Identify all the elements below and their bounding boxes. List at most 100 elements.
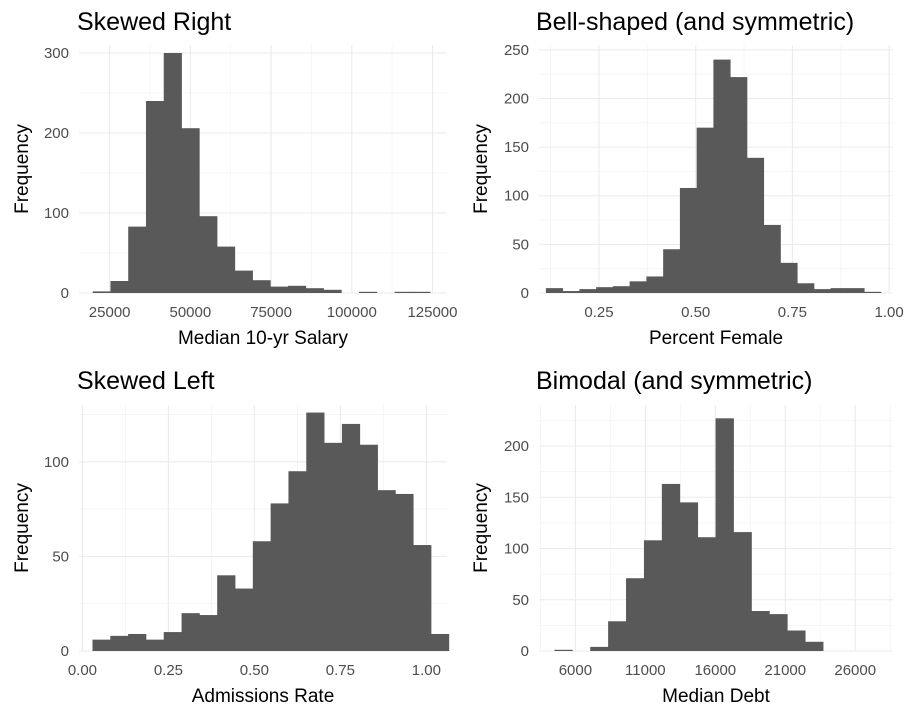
histogram-bar (612, 286, 631, 293)
chart-panel-2: 0.25 0.50 0.75 1.00 0 50 100 150 200 250 Bell-shap… (471, 8, 904, 349)
x-tick-label: 1.00 (412, 662, 441, 679)
histogram-bar (679, 502, 699, 651)
histogram-bar (359, 444, 378, 651)
y-tick-label: 50 (52, 548, 69, 565)
y-tick-label: 200 (504, 438, 529, 455)
histogram-bar (787, 630, 806, 651)
histogram-bar (234, 270, 253, 293)
histogram-bar (270, 503, 289, 651)
histogram-bar (110, 635, 129, 651)
y-axis-title: Frequency (12, 483, 33, 573)
x-tick-label: 0.25 (154, 662, 183, 679)
histogram-bar (730, 77, 748, 293)
x-tick-label: 26000 (834, 662, 876, 679)
histogram-bar (181, 613, 200, 651)
x-tick-label: 100000 (327, 304, 377, 321)
y-tick-label: 0 (521, 285, 529, 302)
y-tick-label: 200 (44, 125, 69, 142)
y-tick-label: 0 (61, 643, 69, 660)
histogram-bar (847, 288, 865, 293)
histogram-bar (746, 157, 765, 293)
histogram-bar (608, 621, 627, 651)
histogram-bar (713, 59, 731, 294)
y-tick-label: 0 (521, 643, 529, 660)
histogram-bar (661, 483, 681, 651)
x-tick-label: 16000 (694, 662, 736, 679)
histogram-bar (733, 532, 752, 651)
histogram-bar (92, 639, 111, 651)
histogram-bar (394, 291, 413, 293)
y-axis-title: Frequency (12, 124, 33, 214)
histogram-bar (590, 646, 609, 651)
histogram-bar (377, 490, 396, 651)
x-tick-label: 11000 (625, 662, 666, 679)
y-tick-label: 100 (504, 188, 529, 205)
x-tick-label: 0.25 (584, 304, 613, 321)
histogram-bar (323, 289, 342, 293)
chart-title: Skewed Right (77, 8, 231, 36)
histogram-bar (596, 287, 614, 293)
chart-title: Bimodal (and symmetric) (536, 367, 812, 395)
histogram-bar (306, 412, 325, 651)
histogram-bar (217, 246, 236, 293)
x-tick-label: 25000 (89, 304, 131, 321)
y-axis-title: Frequency (471, 483, 492, 573)
y-axis-title: Frequency (471, 124, 492, 214)
histogram-bar (359, 291, 378, 293)
histogram-bar (715, 418, 734, 651)
y-tick-label: 0 (61, 285, 69, 302)
histogram-bar (199, 615, 218, 651)
y-tick-label: 50 (512, 236, 529, 253)
y-tick-label: 200 (504, 90, 529, 107)
chart-title: Bell-shaped (and symmetric) (536, 8, 854, 36)
histogram-bar (324, 442, 343, 651)
y-tick-label: 100 (44, 205, 69, 222)
histogram-bar (199, 216, 218, 293)
histogram-bar (412, 291, 431, 293)
x-tick-label: 0.50 (240, 662, 269, 679)
x-tick-label: 1.00 (875, 304, 904, 321)
chart-title: Skewed Left (77, 367, 215, 395)
histogram-bar (288, 471, 307, 651)
x-axis-title: Median 10-yr Salary (178, 328, 349, 349)
histogram-bar (554, 649, 573, 651)
y-tick-label: 300 (44, 45, 69, 62)
histogram-bar (626, 578, 645, 651)
histogram-bar (646, 276, 664, 293)
x-axis-title: Admissions Rate (192, 686, 335, 707)
x-tick-label: 125000 (407, 304, 457, 321)
histogram-bar (110, 281, 129, 293)
x-axis-title: Median Debt (662, 686, 770, 707)
x-tick-label: 0.50 (681, 304, 710, 321)
x-tick-label: 6000 (559, 662, 592, 679)
histogram-bar (145, 101, 165, 293)
histogram-bar (805, 641, 824, 651)
histogram-bar (780, 262, 798, 293)
x-tick-label: 0.75 (778, 304, 807, 321)
y-tick-label: 150 (504, 489, 529, 506)
x-axis-title: Percent Female (649, 328, 783, 349)
histogram-bar (864, 291, 882, 293)
histogram-bar (830, 288, 848, 293)
x-tick-label: 0.75 (326, 662, 355, 679)
histogram-bar (235, 588, 254, 651)
y-tick-label: 250 (504, 42, 529, 59)
histogram-bar (697, 537, 716, 651)
x-tick-label: 21000 (764, 662, 806, 679)
histogram-bar (769, 614, 788, 651)
histogram-bar (270, 286, 289, 293)
histogram-bar (395, 493, 414, 651)
histogram-bar (629, 281, 647, 293)
chart-panel-1: 25000 50000 75000 100000 125000 0 100 200 300 Ske… (12, 8, 458, 349)
histogram-bar (797, 283, 815, 293)
histogram-bar (305, 288, 324, 293)
histogram-bar (341, 423, 361, 651)
histogram-bar (163, 53, 182, 293)
histogram-bar (430, 633, 450, 651)
histogram-bar (145, 639, 165, 651)
histogram-bar (663, 249, 681, 293)
histogram-bar (217, 575, 236, 651)
histogram-bar (128, 226, 147, 293)
